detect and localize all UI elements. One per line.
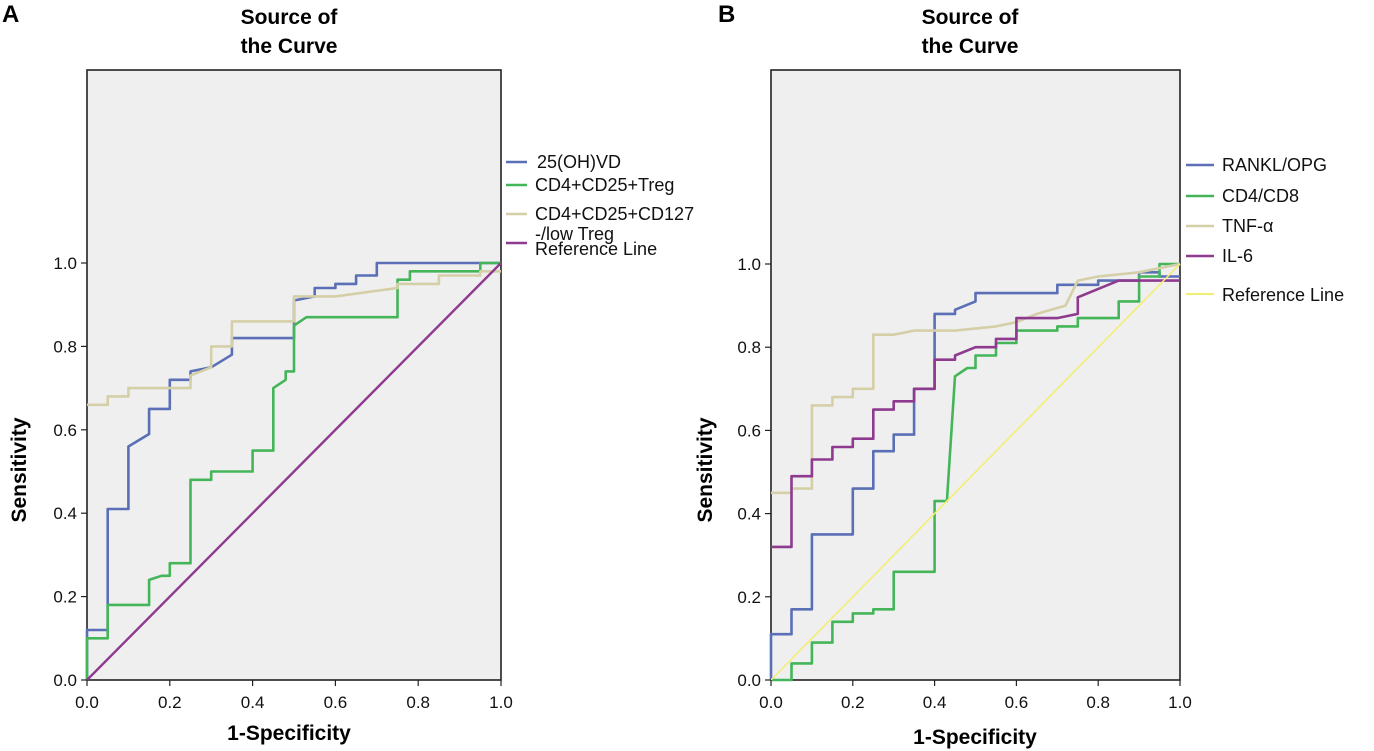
chart-title-line-2: the Curve bbox=[241, 35, 338, 58]
x-tick-label: 0.6 bbox=[324, 693, 348, 712]
x-axis-label: 1-Specificity bbox=[913, 726, 1037, 749]
legend-label-tnf-alpha: TNF-α bbox=[1222, 216, 1273, 236]
series-line-tnf bbox=[771, 262, 1181, 495]
legend-label-reference-line: Reference Line bbox=[1222, 285, 1344, 305]
series-layer bbox=[769, 262, 1181, 682]
series-line-25-oh-vd bbox=[85, 261, 501, 680]
y-tick-label: 0.6 bbox=[53, 421, 77, 440]
x-tick-label: 1.0 bbox=[1168, 693, 1192, 712]
x-axis-label: 1-Specificity bbox=[227, 722, 351, 745]
legend-label-il-6: IL-6 bbox=[1222, 246, 1253, 266]
x-tick-label: 0.8 bbox=[1086, 693, 1110, 712]
chart-title-line-1: Source of bbox=[241, 6, 339, 29]
panel-b: B Source of the Curve 0.0 0.2 0.4 0.6 0.8 1.0… bbox=[694, 1, 1344, 749]
x-tick-label: 0.4 bbox=[241, 693, 265, 712]
y-tick-label: 0.4 bbox=[737, 505, 761, 524]
panel-letter-a: A bbox=[2, 1, 19, 28]
y-tick-label: 0.4 bbox=[53, 504, 77, 523]
x-tick-label: 0.2 bbox=[158, 693, 182, 712]
y-tick-label: 0.8 bbox=[53, 337, 77, 356]
plot-area bbox=[770, 69, 1181, 681]
chart-title-line-1: Source of bbox=[922, 6, 1020, 29]
x-tick-label: 1.0 bbox=[489, 693, 513, 712]
y-tick-label: 1.0 bbox=[53, 254, 77, 273]
y-tick-label: 0.2 bbox=[737, 588, 761, 607]
legend-label-cd127-line-1: CD4+CD25+CD127 bbox=[535, 204, 694, 224]
legend-label-rankl-opg: RANKL/OPG bbox=[1222, 155, 1327, 175]
series-line-reference-line bbox=[770, 263, 1181, 681]
y-tick-label: 0.0 bbox=[737, 671, 761, 690]
series-line-il-6 bbox=[771, 279, 1180, 549]
y-axis-label: Sensitivity bbox=[8, 417, 31, 522]
tick-layer: 0.0 0.2 0.4 0.6 0.8 1.0 0.0 0.2 0.4 0.6 0.8 1.0 bbox=[737, 255, 1191, 712]
x-tick-label: 0.0 bbox=[759, 693, 783, 712]
legend: 25(OH)VD CD4+CD25+Treg CD4+CD25+CD127 -/… bbox=[506, 152, 694, 259]
legend: RANKL/OPG CD4/CD8 TNF-α IL-6 Reference L… bbox=[1186, 155, 1344, 305]
y-tick-label: 0.2 bbox=[53, 588, 77, 607]
y-tick-label: 1.0 bbox=[737, 255, 761, 274]
legend-label-25ohvd: 25(OH)VD bbox=[537, 152, 621, 172]
x-tick-label: 0.4 bbox=[923, 693, 947, 712]
x-tick-label: 0.2 bbox=[841, 693, 865, 712]
x-tick-label: 0.8 bbox=[406, 693, 430, 712]
chart-title-line-2: the Curve bbox=[922, 35, 1019, 58]
x-tick-label: 0.0 bbox=[75, 693, 99, 712]
y-tick-label: 0.8 bbox=[737, 338, 761, 357]
series-line-reference-line bbox=[86, 262, 502, 681]
y-tick-label: 0.6 bbox=[737, 421, 761, 440]
legend-label-cd4cd25treg: CD4+CD25+Treg bbox=[535, 175, 674, 195]
x-tick-label: 0.6 bbox=[1005, 693, 1029, 712]
series-line-cd4-cd25-cd127-low-treg bbox=[87, 269, 501, 407]
tick-layer: 0.0 0.2 0.4 0.6 0.8 1.0 0.0 0.2 0.4 0.6 0.8 1.0 bbox=[53, 254, 512, 712]
y-tick-label: 0.0 bbox=[53, 671, 77, 690]
y-axis-label: Sensitivity bbox=[694, 417, 717, 522]
panel-a: A Source of the Curve 0.0 0.2 0.4 0.6 0.8 1.0… bbox=[2, 1, 694, 745]
legend-label-cd127-line-2: -/low Treg bbox=[535, 224, 614, 244]
legend-label-reference-line: Reference Line bbox=[535, 239, 657, 259]
series-line-cd4-cd8 bbox=[771, 262, 1180, 682]
legend-label-cd4-cd8: CD4/CD8 bbox=[1222, 186, 1299, 206]
series-layer bbox=[85, 261, 502, 681]
panel-letter-b: B bbox=[718, 1, 735, 28]
series-line-cd4-cd25-treg bbox=[85, 261, 501, 680]
